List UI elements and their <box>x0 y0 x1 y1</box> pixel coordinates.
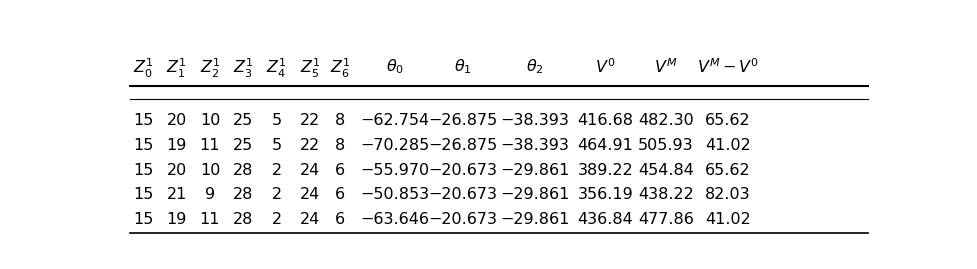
Text: 10: 10 <box>199 113 220 128</box>
Text: 65.62: 65.62 <box>705 162 750 178</box>
Text: 19: 19 <box>166 212 187 227</box>
Text: 20: 20 <box>166 113 187 128</box>
Text: 356.19: 356.19 <box>577 187 633 202</box>
Text: 24: 24 <box>300 162 320 178</box>
Text: −62.754: −62.754 <box>361 113 429 128</box>
Text: −29.861: −29.861 <box>500 212 570 227</box>
Text: 41.02: 41.02 <box>705 212 750 227</box>
Text: $V^0$: $V^0$ <box>595 57 616 76</box>
Text: 15: 15 <box>133 138 153 153</box>
Text: 11: 11 <box>199 138 220 153</box>
Text: −50.853: −50.853 <box>361 187 429 202</box>
Text: −63.646: −63.646 <box>361 212 429 227</box>
Text: $Z_0^1$: $Z_0^1$ <box>133 57 153 80</box>
Text: 41.02: 41.02 <box>705 138 750 153</box>
Text: $Z_1^1$: $Z_1^1$ <box>166 57 187 80</box>
Text: 477.86: 477.86 <box>638 212 694 227</box>
Text: $\theta_1$: $\theta_1$ <box>454 57 472 76</box>
Text: 15: 15 <box>133 187 153 202</box>
Text: $Z_3^1$: $Z_3^1$ <box>234 57 253 80</box>
Text: 25: 25 <box>234 113 253 128</box>
Text: −38.393: −38.393 <box>500 113 570 128</box>
Text: 15: 15 <box>133 113 153 128</box>
Text: −20.673: −20.673 <box>428 187 497 202</box>
Text: −26.875: −26.875 <box>428 113 497 128</box>
Text: $\theta_2$: $\theta_2$ <box>526 57 543 76</box>
Text: 2: 2 <box>272 162 281 178</box>
Text: 436.84: 436.84 <box>577 212 633 227</box>
Text: 24: 24 <box>300 212 320 227</box>
Text: 82.03: 82.03 <box>705 187 750 202</box>
Text: $Z_5^1$: $Z_5^1$ <box>300 57 320 80</box>
Text: 10: 10 <box>199 162 220 178</box>
Text: $Z_4^1$: $Z_4^1$ <box>267 57 287 80</box>
Text: $Z_6^1$: $Z_6^1$ <box>330 57 351 80</box>
Text: 5: 5 <box>272 138 281 153</box>
Text: 6: 6 <box>335 187 345 202</box>
Text: 21: 21 <box>166 187 187 202</box>
Text: 22: 22 <box>300 113 320 128</box>
Text: $Z_2^1$: $Z_2^1$ <box>199 57 220 80</box>
Text: 438.22: 438.22 <box>638 187 694 202</box>
Text: −38.393: −38.393 <box>500 138 570 153</box>
Text: 28: 28 <box>234 212 253 227</box>
Text: 65.62: 65.62 <box>705 113 750 128</box>
Text: 482.30: 482.30 <box>638 113 694 128</box>
Text: 5: 5 <box>272 113 281 128</box>
Text: −29.861: −29.861 <box>500 162 570 178</box>
Text: 389.22: 389.22 <box>577 162 633 178</box>
Text: 15: 15 <box>133 212 153 227</box>
Text: 6: 6 <box>335 162 345 178</box>
Text: −20.673: −20.673 <box>428 162 497 178</box>
Text: 416.68: 416.68 <box>577 113 633 128</box>
Text: −55.970: −55.970 <box>361 162 429 178</box>
Text: 8: 8 <box>335 138 345 153</box>
Text: 2: 2 <box>272 187 281 202</box>
Text: 6: 6 <box>335 212 345 227</box>
Text: 22: 22 <box>300 138 320 153</box>
Text: 454.84: 454.84 <box>638 162 694 178</box>
Text: 28: 28 <box>234 162 253 178</box>
Text: 11: 11 <box>199 212 220 227</box>
Text: $V^M-V^0$: $V^M-V^0$ <box>697 57 759 76</box>
Text: 19: 19 <box>166 138 187 153</box>
Text: 505.93: 505.93 <box>638 138 694 153</box>
Text: −26.875: −26.875 <box>428 138 497 153</box>
Text: 28: 28 <box>234 187 253 202</box>
Text: −70.285: −70.285 <box>361 138 429 153</box>
Text: 15: 15 <box>133 162 153 178</box>
Text: 9: 9 <box>205 187 215 202</box>
Text: 2: 2 <box>272 212 281 227</box>
Text: 25: 25 <box>234 138 253 153</box>
Text: 24: 24 <box>300 187 320 202</box>
Text: −20.673: −20.673 <box>428 212 497 227</box>
Text: 8: 8 <box>335 113 345 128</box>
Text: $\theta_0$: $\theta_0$ <box>386 57 404 76</box>
Text: $V^M$: $V^M$ <box>654 57 677 76</box>
Text: −29.861: −29.861 <box>500 187 570 202</box>
Text: 20: 20 <box>166 162 187 178</box>
Text: 464.91: 464.91 <box>577 138 633 153</box>
